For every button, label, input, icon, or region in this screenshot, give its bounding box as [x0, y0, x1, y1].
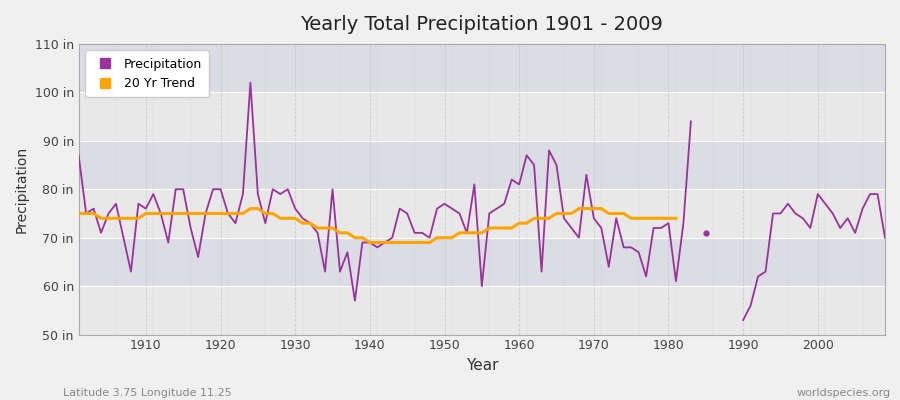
Bar: [78, 286, 885, 334]
Text: Latitude 3.75 Longitude 11.25: Latitude 3.75 Longitude 11.25: [63, 388, 232, 398]
Bar: [78, 238, 885, 286]
X-axis label: Year: Year: [465, 358, 498, 373]
Bar: [78, 44, 885, 92]
Bar: [78, 141, 885, 189]
Title: Yearly Total Precipitation 1901 - 2009: Yearly Total Precipitation 1901 - 2009: [301, 15, 663, 34]
Legend: Precipitation, 20 Yr Trend: Precipitation, 20 Yr Trend: [85, 50, 210, 97]
Y-axis label: Precipitation: Precipitation: [15, 146, 29, 233]
Text: worldspecies.org: worldspecies.org: [796, 388, 891, 398]
Bar: [78, 189, 885, 238]
Bar: [78, 92, 885, 141]
